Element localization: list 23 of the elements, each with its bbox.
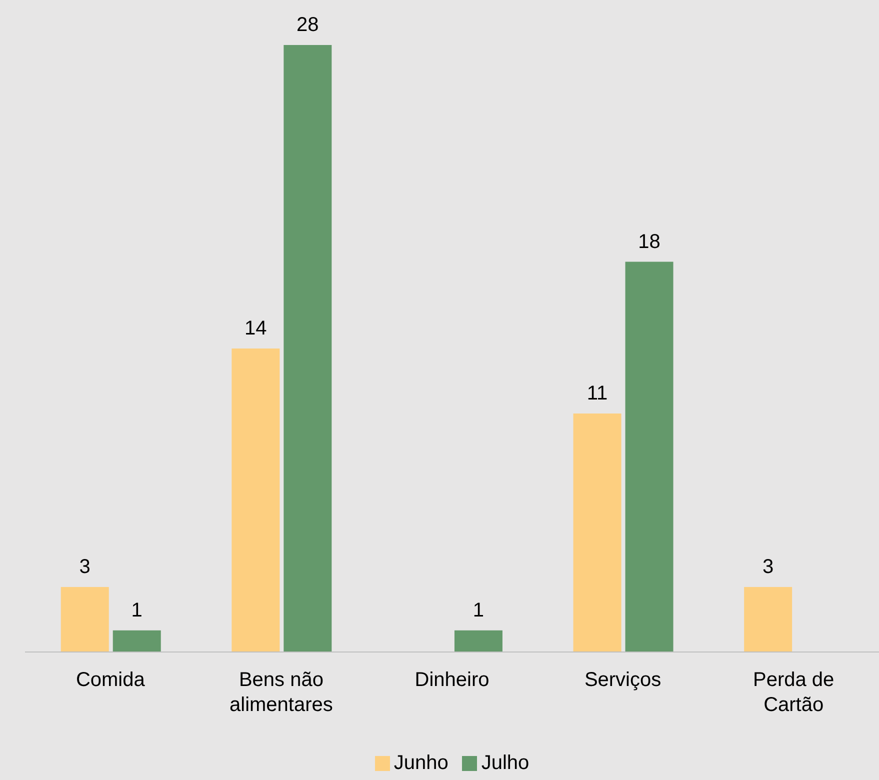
bar — [454, 630, 502, 652]
x-tick-label: Bens não alimentares — [230, 669, 333, 716]
data-label: 3 — [762, 556, 774, 578]
x-tick-label: Serviços — [584, 669, 662, 691]
data-label: 1 — [131, 599, 142, 622]
bar — [112, 630, 161, 652]
bar — [232, 348, 280, 652]
data-label: 3 — [79, 556, 90, 578]
bar — [625, 262, 674, 652]
data-label: 11 — [586, 382, 608, 405]
bar — [573, 414, 622, 652]
bar — [744, 586, 792, 652]
legend-label: Junho — [392, 752, 448, 775]
data-label: 1 — [472, 599, 484, 622]
bar — [60, 586, 109, 652]
x-tick-label: Dinheiro — [414, 669, 490, 691]
x-tick-label: Comida — [76, 669, 146, 691]
data-label: 28 — [296, 14, 319, 36]
legend-label: Julho — [480, 752, 530, 775]
x-tick-label: Perda de Cartão — [753, 669, 834, 716]
bar — [284, 45, 332, 652]
data-label: 14 — [244, 318, 267, 340]
data-label: 18 — [638, 230, 660, 253]
